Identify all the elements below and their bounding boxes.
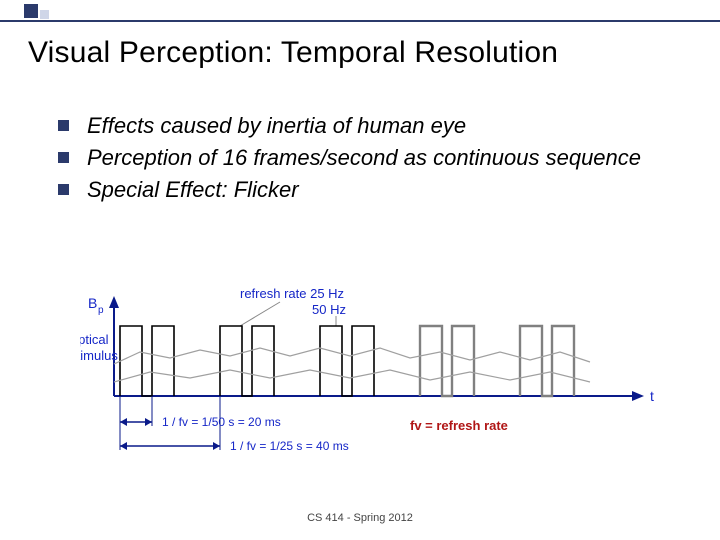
bullet-marker (58, 152, 69, 163)
bullet-text: Special Effect: Flicker (87, 176, 299, 204)
slide-footer: CS 414 - Spring 2012 (0, 512, 720, 524)
svg-text:1 / fv = 1/50 s = 20 ms: 1 / fv = 1/50 s = 20 ms (162, 415, 281, 429)
svg-text:Optical: Optical (80, 332, 109, 347)
bullet-marker (58, 120, 69, 131)
bullet-marker (58, 184, 69, 195)
bullet-text: Effects caused by inertia of human eye (87, 112, 466, 140)
decor-line (0, 20, 720, 22)
svg-text:refresh rate 25 Hz: refresh rate 25 Hz (240, 286, 344, 301)
bullet-text: Perception of 16 frames/second as contin… (87, 144, 641, 172)
bullet-item: Perception of 16 frames/second as contin… (58, 144, 668, 172)
bullet-item: Special Effect: Flicker (58, 176, 668, 204)
svg-text:1 / fv = 1/25 s = 40 ms: 1 / fv = 1/25 s = 40 ms (230, 439, 349, 453)
svg-text:p: p (98, 305, 104, 316)
slide-title: Visual Perception: Temporal Resolution (28, 36, 558, 70)
decor-square-light (40, 10, 49, 19)
bullet-item: Effects caused by inertia of human eye (58, 112, 668, 140)
svg-text:fv = refresh rate: fv = refresh rate (410, 418, 508, 433)
timing-diagram: Bp t OpticalStimulus refresh rate 25 Hz50 H… (80, 286, 670, 476)
svg-text:B: B (88, 295, 97, 311)
decor-square-dark (24, 4, 38, 18)
bullet-list: Effects caused by inertia of human eye P… (58, 112, 668, 208)
svg-text:Stimulus: Stimulus (80, 348, 118, 363)
diagram-svg: Bp t OpticalStimulus refresh rate 25 Hz50 H… (80, 286, 670, 476)
svg-text:t: t (650, 388, 654, 404)
slide-top-decoration (0, 0, 720, 22)
svg-text:50 Hz: 50 Hz (312, 302, 346, 317)
